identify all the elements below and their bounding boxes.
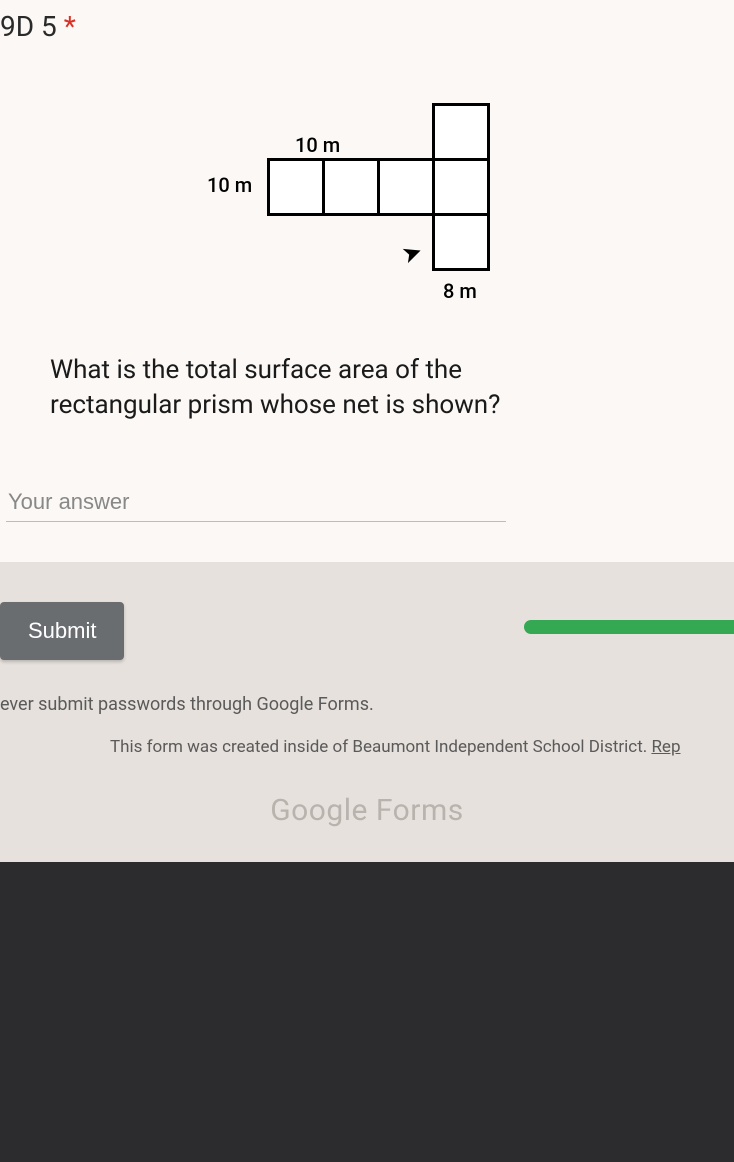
diagram-label-bottom: 8 m — [443, 279, 477, 303]
net-cell — [432, 158, 490, 216]
net-diagram: 10 m 10 m 8 m ➤ — [187, 103, 547, 303]
question-number-text: 9D 5 — [0, 10, 57, 43]
password-warning: ever submit passwords through Google For… — [0, 660, 734, 715]
question-number: 9D 5 * — [0, 0, 734, 43]
prompt-line-1: What is the total surface area of the — [50, 355, 462, 385]
question-prompt: What is the total surface area of the re… — [0, 333, 734, 423]
prompt-line-2: rectangular prism whose net is shown? — [50, 390, 500, 420]
dark-background-strip — [0, 862, 734, 1162]
diagram-container: 10 m 10 m 8 m ➤ — [0, 43, 734, 333]
form-origin-text: This form was created inside of Beaumont… — [0, 715, 734, 757]
net-cell — [432, 103, 490, 161]
origin-text: This form was created inside of Beaumont… — [110, 737, 651, 757]
net-cell — [267, 158, 325, 216]
net-cell — [432, 213, 490, 271]
answer-input[interactable] — [6, 483, 506, 522]
cursor-icon: ➤ — [398, 236, 426, 269]
diagram-label-left: 10 m — [207, 173, 252, 197]
required-star: * — [64, 10, 76, 43]
google-forms-brand: Google Forms — [0, 757, 734, 828]
report-link[interactable]: Rep — [651, 737, 680, 757]
submit-button[interactable]: Submit — [0, 602, 124, 660]
question-card: 9D 5 * 10 m 10 m 8 m ➤ What is the total… — [0, 0, 734, 562]
answer-row — [0, 423, 734, 522]
diagram-label-top: 10 m — [295, 133, 340, 157]
net-cell — [377, 158, 435, 216]
progress-bar — [524, 620, 734, 634]
net-cell — [322, 158, 380, 216]
